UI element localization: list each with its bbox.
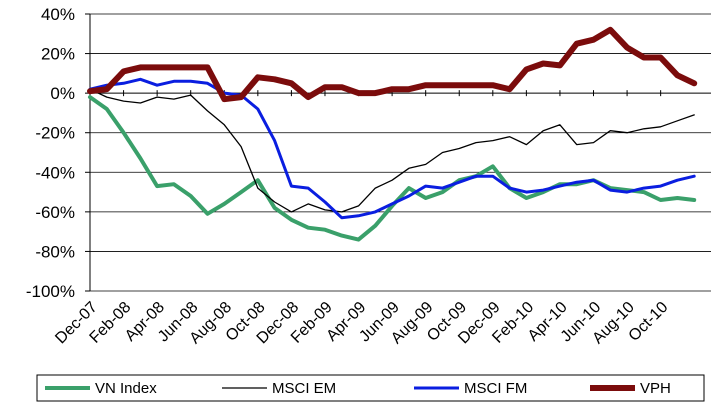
gridlines (90, 13, 711, 292)
y-tick-label: -40% (35, 163, 75, 182)
series-lines (87, 26, 698, 242)
legend-label: MSCI EM (272, 380, 336, 397)
series-line-msci-em (89, 88, 695, 213)
legend-label: VN Index (95, 380, 157, 397)
series-line-vph (87, 26, 698, 103)
y-tick-label: 20% (41, 45, 75, 64)
legend-label: MSCI FM (464, 380, 527, 397)
y-tick-labels: 40% 20% 0% -20% -40% -60% -80% -100% (26, 5, 75, 301)
legend: VN Index MSCI EM MSCI FM VPH (36, 374, 705, 402)
y-tick-label: -80% (35, 242, 75, 261)
x-tick-labels: Dec-07Feb-08Apr-08Jun-08Aug-08Oct-08Dec-… (52, 299, 671, 348)
series-line-msci-fm (88, 77, 696, 220)
y-tick-label: -60% (35, 203, 75, 222)
y-tick-label: 40% (41, 5, 75, 24)
y-tick-label: -100% (26, 282, 75, 301)
y-tick-label: -20% (35, 124, 75, 143)
legend-label: VPH (640, 380, 671, 397)
axes (85, 13, 711, 292)
y-tick-label: 0% (50, 84, 75, 103)
series-line-vn-index (88, 95, 697, 242)
